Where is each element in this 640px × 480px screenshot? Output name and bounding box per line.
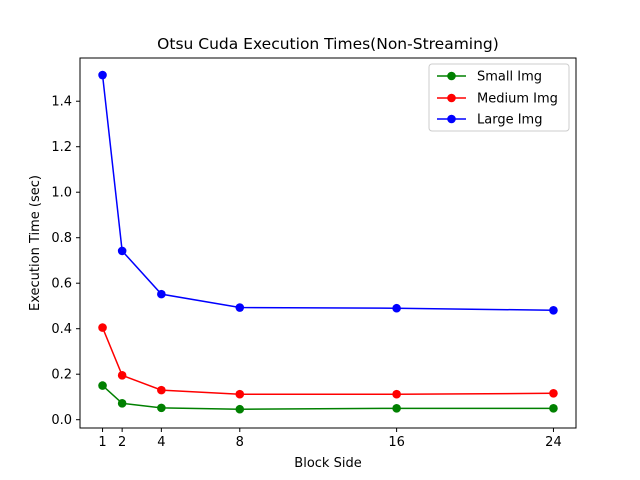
y-axis-label: Execution Time (sec) — [28, 175, 43, 311]
data-point-large-img — [549, 305, 558, 315]
y-tick-label: 0.0 — [51, 413, 72, 428]
data-point-small-img — [117, 399, 127, 408]
legend-small-marker — [447, 71, 456, 81]
data-point-large-img — [117, 246, 127, 256]
x-tick-label: 2 — [118, 435, 126, 450]
x-tick-label: 24 — [545, 435, 562, 450]
data-point-small-img — [549, 404, 558, 413]
data-point-small-img — [235, 404, 245, 414]
legend-small-label: Small Img — [477, 70, 542, 85]
y-tick-label: 0.8 — [51, 231, 72, 246]
data-point-medium-img — [117, 371, 127, 380]
y-tick-label: 0.4 — [51, 322, 72, 337]
series-medium-img — [98, 323, 558, 399]
y-axis: 0.0 0.2 0.4 0.6 0.8 1.0 1.2 1.4 — [51, 95, 80, 428]
y-tick-label: 1.2 — [51, 140, 72, 155]
series-line-medium-img — [101, 327, 554, 395]
data-point-small-img — [98, 381, 107, 390]
data-point-medium-img — [98, 323, 107, 332]
data-point-small-img — [157, 403, 166, 413]
data-point-small-img — [392, 404, 401, 413]
series-small-img — [98, 381, 558, 414]
data-point-medium-img — [549, 389, 558, 398]
series-layer — [98, 70, 558, 414]
series-large-img — [98, 70, 558, 315]
legend-large-marker — [447, 114, 456, 124]
x-axis: 1 2 4 8 16 24 — [98, 428, 562, 450]
data-point-medium-img — [235, 389, 245, 399]
legend-medium-marker — [447, 93, 456, 103]
data-point-large-img — [98, 70, 107, 80]
legend-large-label: Large Img — [477, 113, 542, 128]
series-line-small-img — [102, 385, 554, 410]
y-tick-label: 1.0 — [51, 186, 72, 201]
x-tick-label: 16 — [388, 435, 405, 450]
x-tick-label: 1 — [98, 435, 106, 450]
legend: Small Img Medium Img Large Img — [428, 63, 570, 132]
legend-box — [428, 63, 570, 132]
x-axis-label: Block Side — [294, 456, 361, 471]
x-tick-label: 4 — [157, 435, 165, 450]
x-tick-label: 8 — [236, 435, 244, 450]
series-line-large-img — [101, 74, 554, 312]
y-tick-label: 0.2 — [51, 368, 72, 383]
data-point-large-img — [157, 289, 166, 299]
data-point-medium-img — [157, 385, 166, 395]
legend-medium-label: Medium Img — [477, 92, 558, 107]
data-point-medium-img — [392, 389, 401, 399]
y-tick-label: 0.6 — [51, 277, 72, 292]
y-tick-label: 1.4 — [51, 95, 72, 110]
plot-frame — [79, 57, 577, 429]
data-point-large-img — [235, 303, 245, 312]
data-point-large-img — [392, 303, 401, 313]
chart-title: Otsu Cuda Execution Times(Non-Streaming) — [157, 35, 499, 53]
